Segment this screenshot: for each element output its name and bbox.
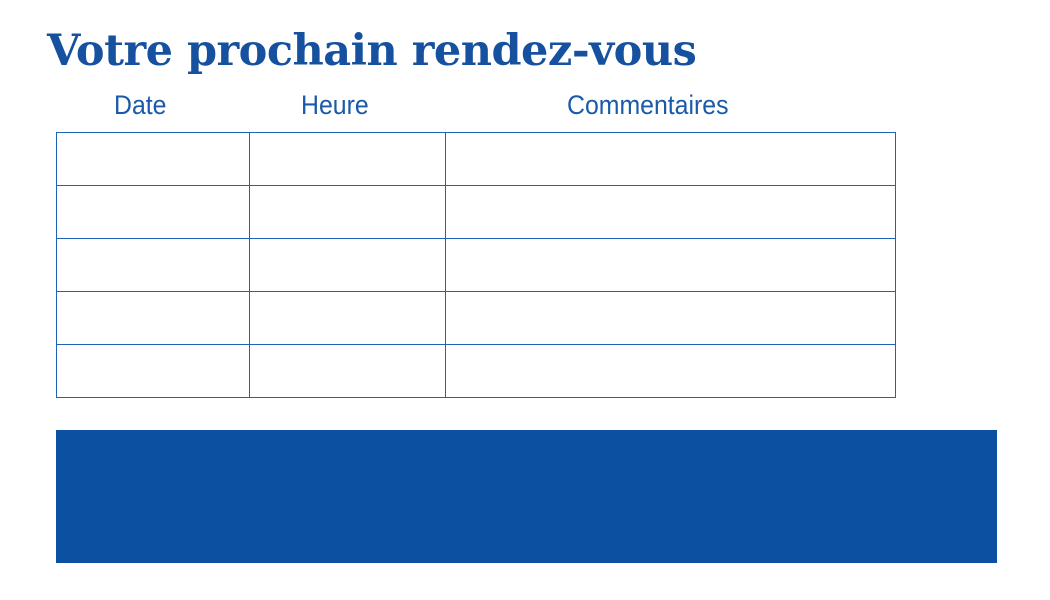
appointment-table-body <box>56 132 896 398</box>
column-header-date: Date <box>114 90 167 120</box>
cell-heure[interactable] <box>249 291 446 345</box>
cell-commentaires[interactable] <box>445 344 896 398</box>
table-row <box>56 185 896 239</box>
appointment-table <box>56 132 896 398</box>
table-row <box>56 344 896 398</box>
cell-commentaires[interactable] <box>445 185 896 239</box>
column-header-commentaires: Commentaires <box>567 90 729 120</box>
cell-heure[interactable] <box>249 344 446 398</box>
cell-date[interactable] <box>56 344 250 398</box>
cell-date[interactable] <box>56 291 250 345</box>
cell-commentaires[interactable] <box>445 291 896 345</box>
table-row <box>56 291 896 345</box>
cell-commentaires[interactable] <box>445 238 896 292</box>
table-column-headers: Date Heure Commentaires <box>56 88 895 128</box>
cell-commentaires[interactable] <box>445 132 896 186</box>
cell-heure[interactable] <box>249 238 446 292</box>
table-row <box>56 132 896 186</box>
page-title: Votre prochain rendez-vous <box>47 26 697 76</box>
cell-heure[interactable] <box>249 132 446 186</box>
table-row <box>56 238 896 292</box>
column-header-heure: Heure <box>301 90 369 120</box>
cell-date[interactable] <box>56 185 250 239</box>
cell-heure[interactable] <box>249 185 446 239</box>
cell-date[interactable] <box>56 132 250 186</box>
footer-blue-block <box>56 430 997 563</box>
cell-date[interactable] <box>56 238 250 292</box>
